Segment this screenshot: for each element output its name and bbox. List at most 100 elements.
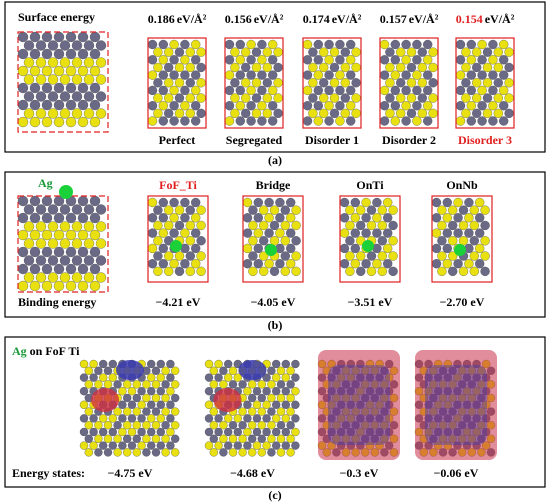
atom (89, 212, 101, 224)
atom (171, 393, 180, 403)
atom (319, 78, 329, 88)
atom (94, 380, 103, 389)
atom (488, 70, 498, 80)
atom (475, 197, 485, 208)
atom (151, 407, 161, 416)
atom (241, 93, 251, 103)
atom (423, 116, 433, 126)
atom (461, 108, 471, 118)
atom (345, 251, 355, 261)
atom (475, 259, 485, 269)
atom (185, 47, 195, 57)
atom (385, 93, 395, 103)
atom (147, 70, 158, 80)
atom (448, 236, 458, 246)
atom (482, 93, 493, 103)
atom (103, 434, 113, 443)
atom (417, 108, 427, 118)
binding-energy: −2.70 eV (440, 295, 485, 309)
cell-outline (242, 195, 304, 283)
value: 0.156 (225, 12, 252, 26)
atom (185, 236, 195, 246)
atom (79, 359, 89, 369)
atom (291, 400, 300, 409)
cell-outline (455, 37, 515, 129)
atom (108, 359, 117, 369)
atom (23, 238, 35, 249)
atom (127, 414, 137, 423)
atom (23, 57, 35, 68)
atom (350, 243, 360, 254)
atom (71, 74, 83, 85)
atom (77, 212, 89, 224)
atom (23, 74, 35, 85)
atom (174, 108, 185, 118)
atom (171, 421, 180, 430)
atom (53, 229, 65, 241)
atom (77, 116, 89, 128)
atom (53, 246, 65, 258)
atom (219, 380, 228, 389)
atom (180, 101, 190, 111)
atom (286, 434, 295, 443)
atom (161, 380, 170, 389)
atom (313, 85, 323, 96)
ag-atom (170, 240, 182, 252)
atom (180, 197, 190, 208)
atom (262, 108, 272, 118)
atom (267, 407, 276, 416)
atom (156, 414, 165, 423)
atom (242, 228, 253, 238)
atom (166, 373, 175, 382)
atom (259, 236, 269, 246)
panel-a-title: Surface energy (18, 10, 95, 24)
atom (253, 259, 263, 269)
atom (406, 108, 417, 118)
atom (269, 236, 280, 246)
atom (17, 229, 29, 241)
atom (164, 78, 174, 88)
atom (89, 31, 101, 43)
unit: eV/Å² (177, 12, 207, 26)
atom (113, 434, 122, 443)
atom (377, 266, 387, 277)
atom (233, 414, 242, 423)
atom (248, 393, 257, 403)
atom (235, 116, 245, 126)
atom (275, 213, 285, 223)
atom (158, 243, 168, 254)
atom (142, 407, 151, 416)
atom (257, 85, 267, 96)
atom (89, 48, 101, 60)
atom (118, 400, 127, 409)
atom (158, 259, 168, 269)
atom (132, 448, 141, 457)
atom (346, 116, 356, 126)
atom (65, 229, 77, 241)
atom (142, 434, 151, 443)
atom (23, 91, 35, 102)
atom (169, 55, 179, 65)
atom (252, 441, 262, 450)
atom (335, 39, 345, 50)
caption: (b) (268, 318, 283, 332)
atom (29, 82, 41, 94)
atom (84, 421, 93, 430)
density-cloud (415, 350, 497, 460)
atom (191, 228, 201, 238)
atom (180, 39, 190, 50)
atom (262, 373, 271, 382)
atom (219, 434, 228, 443)
atom (191, 70, 201, 80)
atom (185, 93, 195, 103)
atom (17, 48, 29, 60)
atom (291, 236, 301, 246)
atom (346, 39, 356, 50)
atom (230, 62, 240, 73)
atom (372, 228, 382, 238)
atom (65, 116, 77, 128)
atom (272, 359, 281, 369)
atom (209, 421, 218, 430)
atom (94, 434, 103, 443)
unit: eV/Å² (332, 12, 362, 26)
